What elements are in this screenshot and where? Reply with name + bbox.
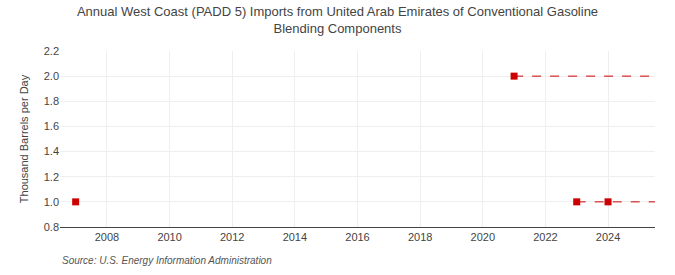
svg-text:2.2: 2.2 <box>44 45 59 57</box>
svg-text:2022: 2022 <box>533 231 557 243</box>
svg-text:Source: U.S. Energy Informatio: Source: U.S. Energy Information Administ… <box>62 255 272 266</box>
svg-text:Thousand Barrels per Day: Thousand Barrels per Day <box>18 74 30 203</box>
svg-text:1.0: 1.0 <box>44 196 59 208</box>
svg-text:1.2: 1.2 <box>44 171 59 183</box>
svg-text:Annual West Coast (PADD 5) Imp: Annual West Coast (PADD 5) Imports from … <box>77 4 598 36</box>
svg-text:2.0: 2.0 <box>44 70 59 82</box>
svg-text:2016: 2016 <box>345 231 369 243</box>
svg-text:1.4: 1.4 <box>44 145 59 157</box>
svg-text:1.8: 1.8 <box>44 95 59 107</box>
svg-text:2012: 2012 <box>220 231 244 243</box>
svg-text:2010: 2010 <box>157 231 181 243</box>
svg-text:1.6: 1.6 <box>44 120 59 132</box>
svg-text:2008: 2008 <box>95 231 119 243</box>
svg-text:2014: 2014 <box>283 231 307 243</box>
svg-text:0.8: 0.8 <box>44 221 59 233</box>
svg-text:2020: 2020 <box>471 231 495 243</box>
svg-text:2024: 2024 <box>596 231 620 243</box>
svg-text:2018: 2018 <box>408 231 432 243</box>
